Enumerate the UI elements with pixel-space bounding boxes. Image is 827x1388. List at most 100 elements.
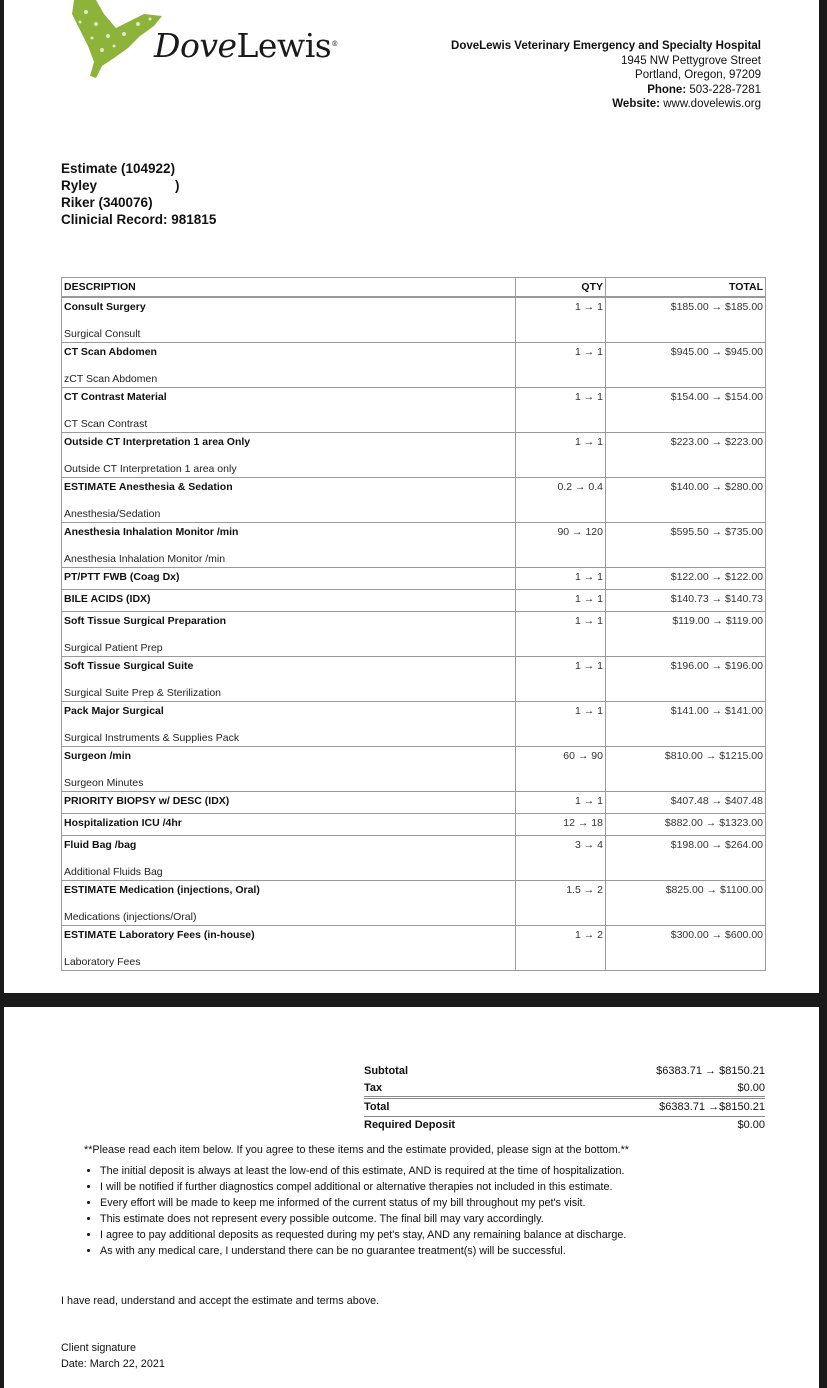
item-qty: 1 → 1 (515, 342, 606, 388)
subtotal-row: Subtotal $6383.71 → $8150.21 (364, 1065, 765, 1077)
item-name: ESTIMATE Laboratory Fees (in-house) (64, 929, 255, 941)
table-row: ESTIMATE Laboratory Fees (in-house) Labor… (61, 925, 766, 971)
item-qty: 1 → 1 (515, 791, 606, 814)
item-name: Pack Major Surgical (64, 705, 164, 717)
item-qty: 0.2 → 0.4 (515, 477, 606, 523)
item-total: $882.00 → $1323.00 (605, 813, 766, 836)
col-description: DESCRIPTION (61, 277, 516, 298)
item-name: Fluid Bag /bag (64, 839, 137, 851)
terms-item: Every effort will be made to keep me inf… (100, 1195, 626, 1211)
item-subtitle: Medications (injections/Oral) (64, 911, 197, 923)
item-description: BILE ACIDS (IDX) (61, 589, 516, 612)
col-qty: QTY (515, 277, 606, 298)
terms-item: This estimate does not represent every p… (100, 1211, 626, 1227)
estimate-table: DESCRIPTION QTY TOTAL Consult Surgery Sur… (61, 277, 766, 971)
hospital-website: Website: www.dovelewis.org (612, 98, 761, 110)
item-qty: 1 → 1 (515, 589, 606, 612)
terms-item: I agree to pay additional deposits as re… (100, 1227, 626, 1243)
deposit-row: Required Deposit $0.00 (364, 1118, 765, 1131)
item-subtitle: Additional Fluids Bag (64, 866, 163, 878)
item-name: ESTIMATE Medication (injections, Oral) (64, 884, 260, 896)
logo-wordmark: DoveLewis® (154, 26, 338, 65)
item-subtitle: zCT Scan Abdomen (64, 373, 158, 385)
item-description: Consult Surgery Surgical Consult (61, 296, 516, 343)
terms-note: **Please read each item below. If you ag… (84, 1144, 629, 1156)
hospital-city: Portland, Oregon, 97209 (635, 69, 761, 81)
item-name: Anesthesia Inhalation Monitor /min (64, 526, 239, 538)
item-total: $140.73 → $140.73 (605, 589, 766, 612)
table-row: Soft Tissue Surgical Suite Surgical Suite… (61, 656, 766, 702)
item-name: Consult Surgery (64, 301, 146, 313)
item-description: PT/PTT FWB (Coag Dx) (61, 567, 516, 590)
item-description: Hospitalization ICU /4hr (61, 813, 516, 836)
item-qty: 1 → 1 (515, 611, 606, 657)
table-row: Fluid Bag /bag Additional Fluids Bag 3 → … (61, 835, 766, 881)
item-qty: 1 → 1 (515, 656, 606, 702)
hospital-info: DoveLewis Veterinary Emergency and Speci… (451, 39, 761, 112)
item-total: $810.00 → $1215.00 (605, 746, 766, 792)
item-qty: 12 → 18 (515, 813, 606, 836)
item-total: $825.00 → $1100.00 (605, 880, 766, 926)
table-row: Anesthesia Inhalation Monitor /min Anesth… (61, 522, 766, 568)
item-qty: 1 → 1 (515, 296, 606, 343)
table-row: CT Contrast Material CT Scan Contrast 1 →… (61, 387, 766, 433)
item-qty: 1 → 1 (515, 387, 606, 433)
patient-info: Estimate (104922) Ryley) Riker (340076) … (61, 160, 216, 228)
item-subtitle: Anesthesia/Sedation (64, 508, 161, 520)
item-qty: 1 → 2 (515, 925, 606, 971)
item-name: CT Contrast Material (64, 391, 167, 403)
item-description: Soft Tissue Surgical Preparation Surgical… (61, 611, 516, 657)
table-row: PRIORITY BIOPSY w/ DESC (IDX) 1 → 1 $407… (61, 791, 766, 814)
item-name: BILE ACIDS (IDX) (64, 593, 151, 605)
item-qty: 90 → 120 (515, 522, 606, 568)
item-name: CT Scan Abdomen (64, 346, 157, 358)
table-row: Hospitalization ICU /4hr 12 → 18 $882.00… (61, 813, 766, 836)
table-row: Consult Surgery Surgical Consult 1 → 1 $1… (61, 296, 766, 343)
col-total: TOTAL (605, 277, 766, 298)
item-total: $119.00 → $119.00 (605, 611, 766, 657)
item-total: $140.00 → $280.00 (605, 477, 766, 523)
table-row: Soft Tissue Surgical Preparation Surgical… (61, 611, 766, 657)
terms-item: The initial deposit is always at least t… (100, 1163, 626, 1179)
item-subtitle: CT Scan Contrast (64, 418, 148, 430)
estimate-number: Estimate (104922) (61, 161, 176, 176)
item-qty: 1 → 1 (515, 701, 606, 747)
item-description: CT Contrast Material CT Scan Contrast (61, 387, 516, 433)
item-subtitle: Surgical Suite Prep & Sterilization (64, 687, 221, 699)
item-total: $223.00 → $223.00 (605, 432, 766, 478)
item-description: PRIORITY BIOPSY w/ DESC (IDX) (61, 791, 516, 814)
item-qty: 1 → 1 (515, 567, 606, 590)
item-name: PRIORITY BIOPSY w/ DESC (IDX) (64, 795, 230, 807)
item-total: $198.00 → $264.00 (605, 835, 766, 881)
item-total: $595.50 → $735.00 (605, 522, 766, 568)
item-name: Hospitalization ICU /4hr (64, 817, 182, 829)
item-subtitle: Surgeon Minutes (64, 777, 144, 789)
item-total: $185.00 → $185.00 (605, 296, 766, 343)
acceptance-statement: I have read, understand and accept the e… (61, 1295, 380, 1307)
hospital-street: 1945 NW Pettygrove Street (621, 54, 761, 67)
client-name: Ryley) (61, 178, 180, 193)
item-qty: 3 → 4 (515, 835, 606, 881)
item-description: Fluid Bag /bag Additional Fluids Bag (61, 835, 516, 881)
item-description: ESTIMATE Anesthesia & Sedation Anesthesia… (61, 477, 516, 523)
estimate-page-1: DoveLewis® DoveLewis Veterinary Emergenc… (4, 0, 819, 993)
item-description: Outside CT Interpretation 1 area Only Out… (61, 432, 516, 478)
item-name: Surgeon /min (64, 750, 132, 762)
table-row: CT Scan Abdomen zCT Scan Abdomen 1 → 1 $9… (61, 342, 766, 388)
client-signature-label: Client signature (61, 1342, 137, 1354)
item-total: $141.00 → $141.00 (605, 701, 766, 747)
tax-row: Tax $0.00 (364, 1080, 765, 1099)
table-row: BILE ACIDS (IDX) 1 → 1 $140.73 → $140.73 (61, 589, 766, 612)
item-description: Soft Tissue Surgical Suite Surgical Suite… (61, 656, 516, 702)
item-subtitle: Anesthesia Inhalation Monitor /min (64, 553, 226, 565)
item-description: CT Scan Abdomen zCT Scan Abdomen (61, 342, 516, 388)
item-description: Pack Major Surgical Surgical Instruments … (61, 701, 516, 747)
item-total: $407.48 → $407.48 (605, 791, 766, 814)
item-total: $196.00 → $196.00 (605, 656, 766, 702)
clinical-record: Clinicial Record: 981815 (61, 212, 217, 227)
totals-block: Subtotal $6383.71 → $8150.21 Tax $0.00 Tot… (364, 1063, 765, 1133)
item-qty: 1.5 → 2 (515, 880, 606, 926)
terms-item: As with any medical care, I understand t… (100, 1243, 626, 1259)
item-description: Surgeon /min Surgeon Minutes (61, 746, 516, 792)
item-subtitle: Laboratory Fees (64, 956, 141, 968)
